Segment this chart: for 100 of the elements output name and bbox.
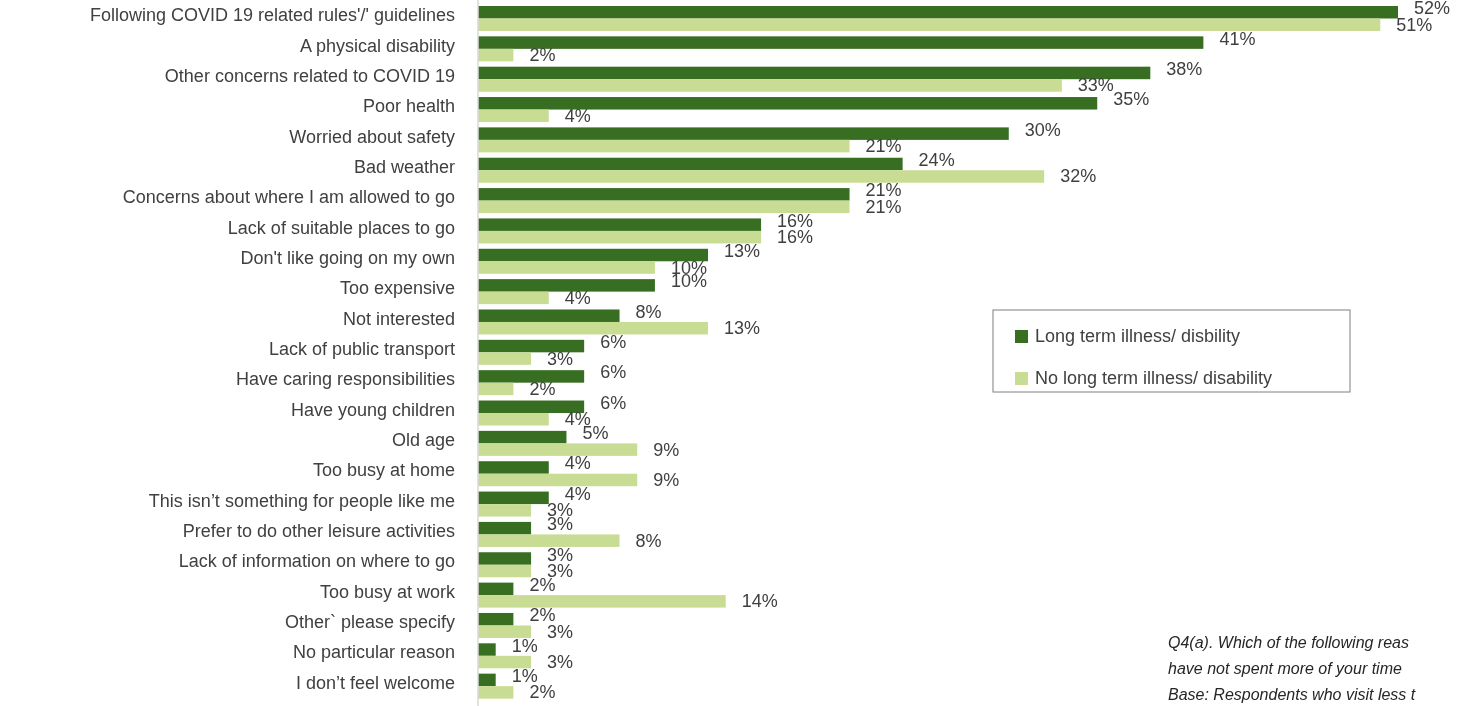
bar (478, 6, 1398, 19)
data-label: 14% (741, 591, 778, 612)
data-label: 4% (564, 483, 591, 504)
data-label: 21% (865, 136, 902, 157)
data-label: 3% (547, 348, 574, 369)
bar (478, 461, 549, 474)
data-label: 8% (635, 530, 662, 551)
data-label: 6% (600, 392, 627, 413)
data-label: 4% (564, 453, 591, 474)
bar (478, 655, 532, 669)
y-tick-label: A physical disability (299, 35, 455, 56)
y-tick-label: Poor health (362, 96, 455, 117)
y-tick-label: Too expensive (339, 278, 455, 299)
bar (478, 170, 1045, 183)
y-tick-label: Lack of public transport (268, 339, 455, 359)
bar (478, 261, 655, 274)
bar (478, 473, 638, 487)
bar (478, 400, 585, 414)
annotation: Q4(a). Which of the following reas (1168, 634, 1409, 651)
bar (478, 188, 850, 201)
y-tick-label: Have caring responsibilities (235, 369, 455, 390)
data-label: 30% (1024, 119, 1061, 140)
data-label: 3% (547, 544, 574, 565)
y-tick-label: Other` please specify (284, 612, 455, 633)
bar (478, 109, 549, 123)
y-tick-label: Worried about safety (289, 126, 455, 147)
bar (478, 673, 496, 687)
bar (478, 582, 514, 596)
y-tick-label: Not interested (342, 308, 455, 329)
data-label: 38% (1166, 58, 1203, 79)
bar (478, 382, 514, 396)
bar (478, 218, 762, 231)
data-label: 9% (653, 439, 680, 460)
annotation: Base: Respondents who visit less t (1168, 686, 1416, 703)
bar (478, 443, 638, 456)
data-label: 4% (564, 287, 591, 308)
bar (478, 66, 1151, 80)
data-label: 2% (529, 378, 556, 399)
bar (478, 18, 1381, 31)
bar (478, 248, 708, 262)
y-tick-label: Following COVID 19 related rules'/' guidelines (89, 5, 455, 26)
data-label: 3% (547, 652, 574, 673)
bar (478, 413, 549, 426)
bar (478, 291, 549, 305)
y-tick-label: No particular reason (292, 642, 455, 663)
data-label: 9% (653, 469, 680, 490)
bar (478, 157, 903, 171)
bar (478, 370, 585, 383)
y-tick-label: Prefer to do other leisure activities (182, 521, 455, 542)
bar (478, 97, 1098, 110)
bar (478, 491, 549, 505)
data-label: 24% (918, 149, 955, 170)
bar (478, 36, 1204, 49)
bar (478, 48, 514, 62)
y-tick-label: Other concerns related to COVID 19 (164, 65, 455, 86)
bar (478, 612, 514, 626)
y-tick-label: I don’t feel welcome (295, 672, 455, 693)
data-label: 2% (529, 45, 556, 66)
y-tick-label: Lack of suitable places to go (227, 217, 455, 238)
bar (478, 79, 1062, 92)
bar (478, 686, 514, 699)
bar (478, 127, 1009, 140)
bar (478, 321, 708, 335)
y-tick-label: Don't like going on my own (240, 247, 455, 268)
bar (478, 595, 726, 608)
bar (478, 309, 620, 322)
data-label: 13% (724, 318, 761, 339)
bar (478, 643, 496, 656)
bar (478, 279, 655, 292)
y-tick-label: Concerns about where I am allowed to go (122, 187, 455, 208)
legend-label: No long term illness/ disability (1035, 368, 1273, 388)
bar (478, 534, 620, 547)
data-label: 13% (724, 241, 761, 262)
bar (478, 552, 532, 565)
y-tick-label: Old age (391, 430, 455, 451)
data-label: 35% (1113, 89, 1150, 110)
bar (478, 352, 532, 365)
bar (478, 200, 850, 214)
data-label: 4% (564, 105, 591, 126)
annotation: have not spent more of your time (1168, 660, 1402, 677)
y-tick-label: Too busy at home (312, 460, 455, 481)
bar (478, 504, 532, 517)
legend-label: Long term illness/ disbility (1035, 326, 1241, 346)
bar (478, 339, 585, 353)
bar (478, 139, 850, 153)
y-tick-label: Too busy at work (319, 581, 456, 602)
data-label: 33% (1077, 75, 1114, 96)
bar (478, 230, 762, 244)
data-label: 6% (600, 332, 627, 353)
bar (478, 625, 532, 638)
y-tick-label: Lack of information on where to go (178, 551, 455, 572)
y-tick-label: Bad weather (353, 156, 455, 177)
data-label: 8% (635, 301, 662, 322)
data-label: 6% (600, 362, 627, 383)
bar (478, 564, 532, 578)
data-label: 1% (511, 635, 538, 656)
y-tick-label: This isn’t something for people like me (148, 490, 455, 511)
data-label: 41% (1219, 28, 1256, 49)
bar (478, 430, 567, 444)
data-label: 32% (1060, 166, 1097, 187)
